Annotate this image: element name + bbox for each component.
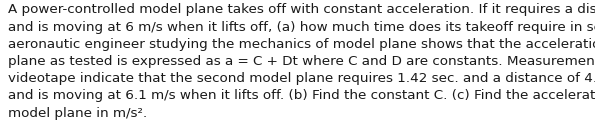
Text: A power-controlled model plane takes off with constant acceleration. If it requi: A power-controlled model plane takes off… [8,3,595,119]
